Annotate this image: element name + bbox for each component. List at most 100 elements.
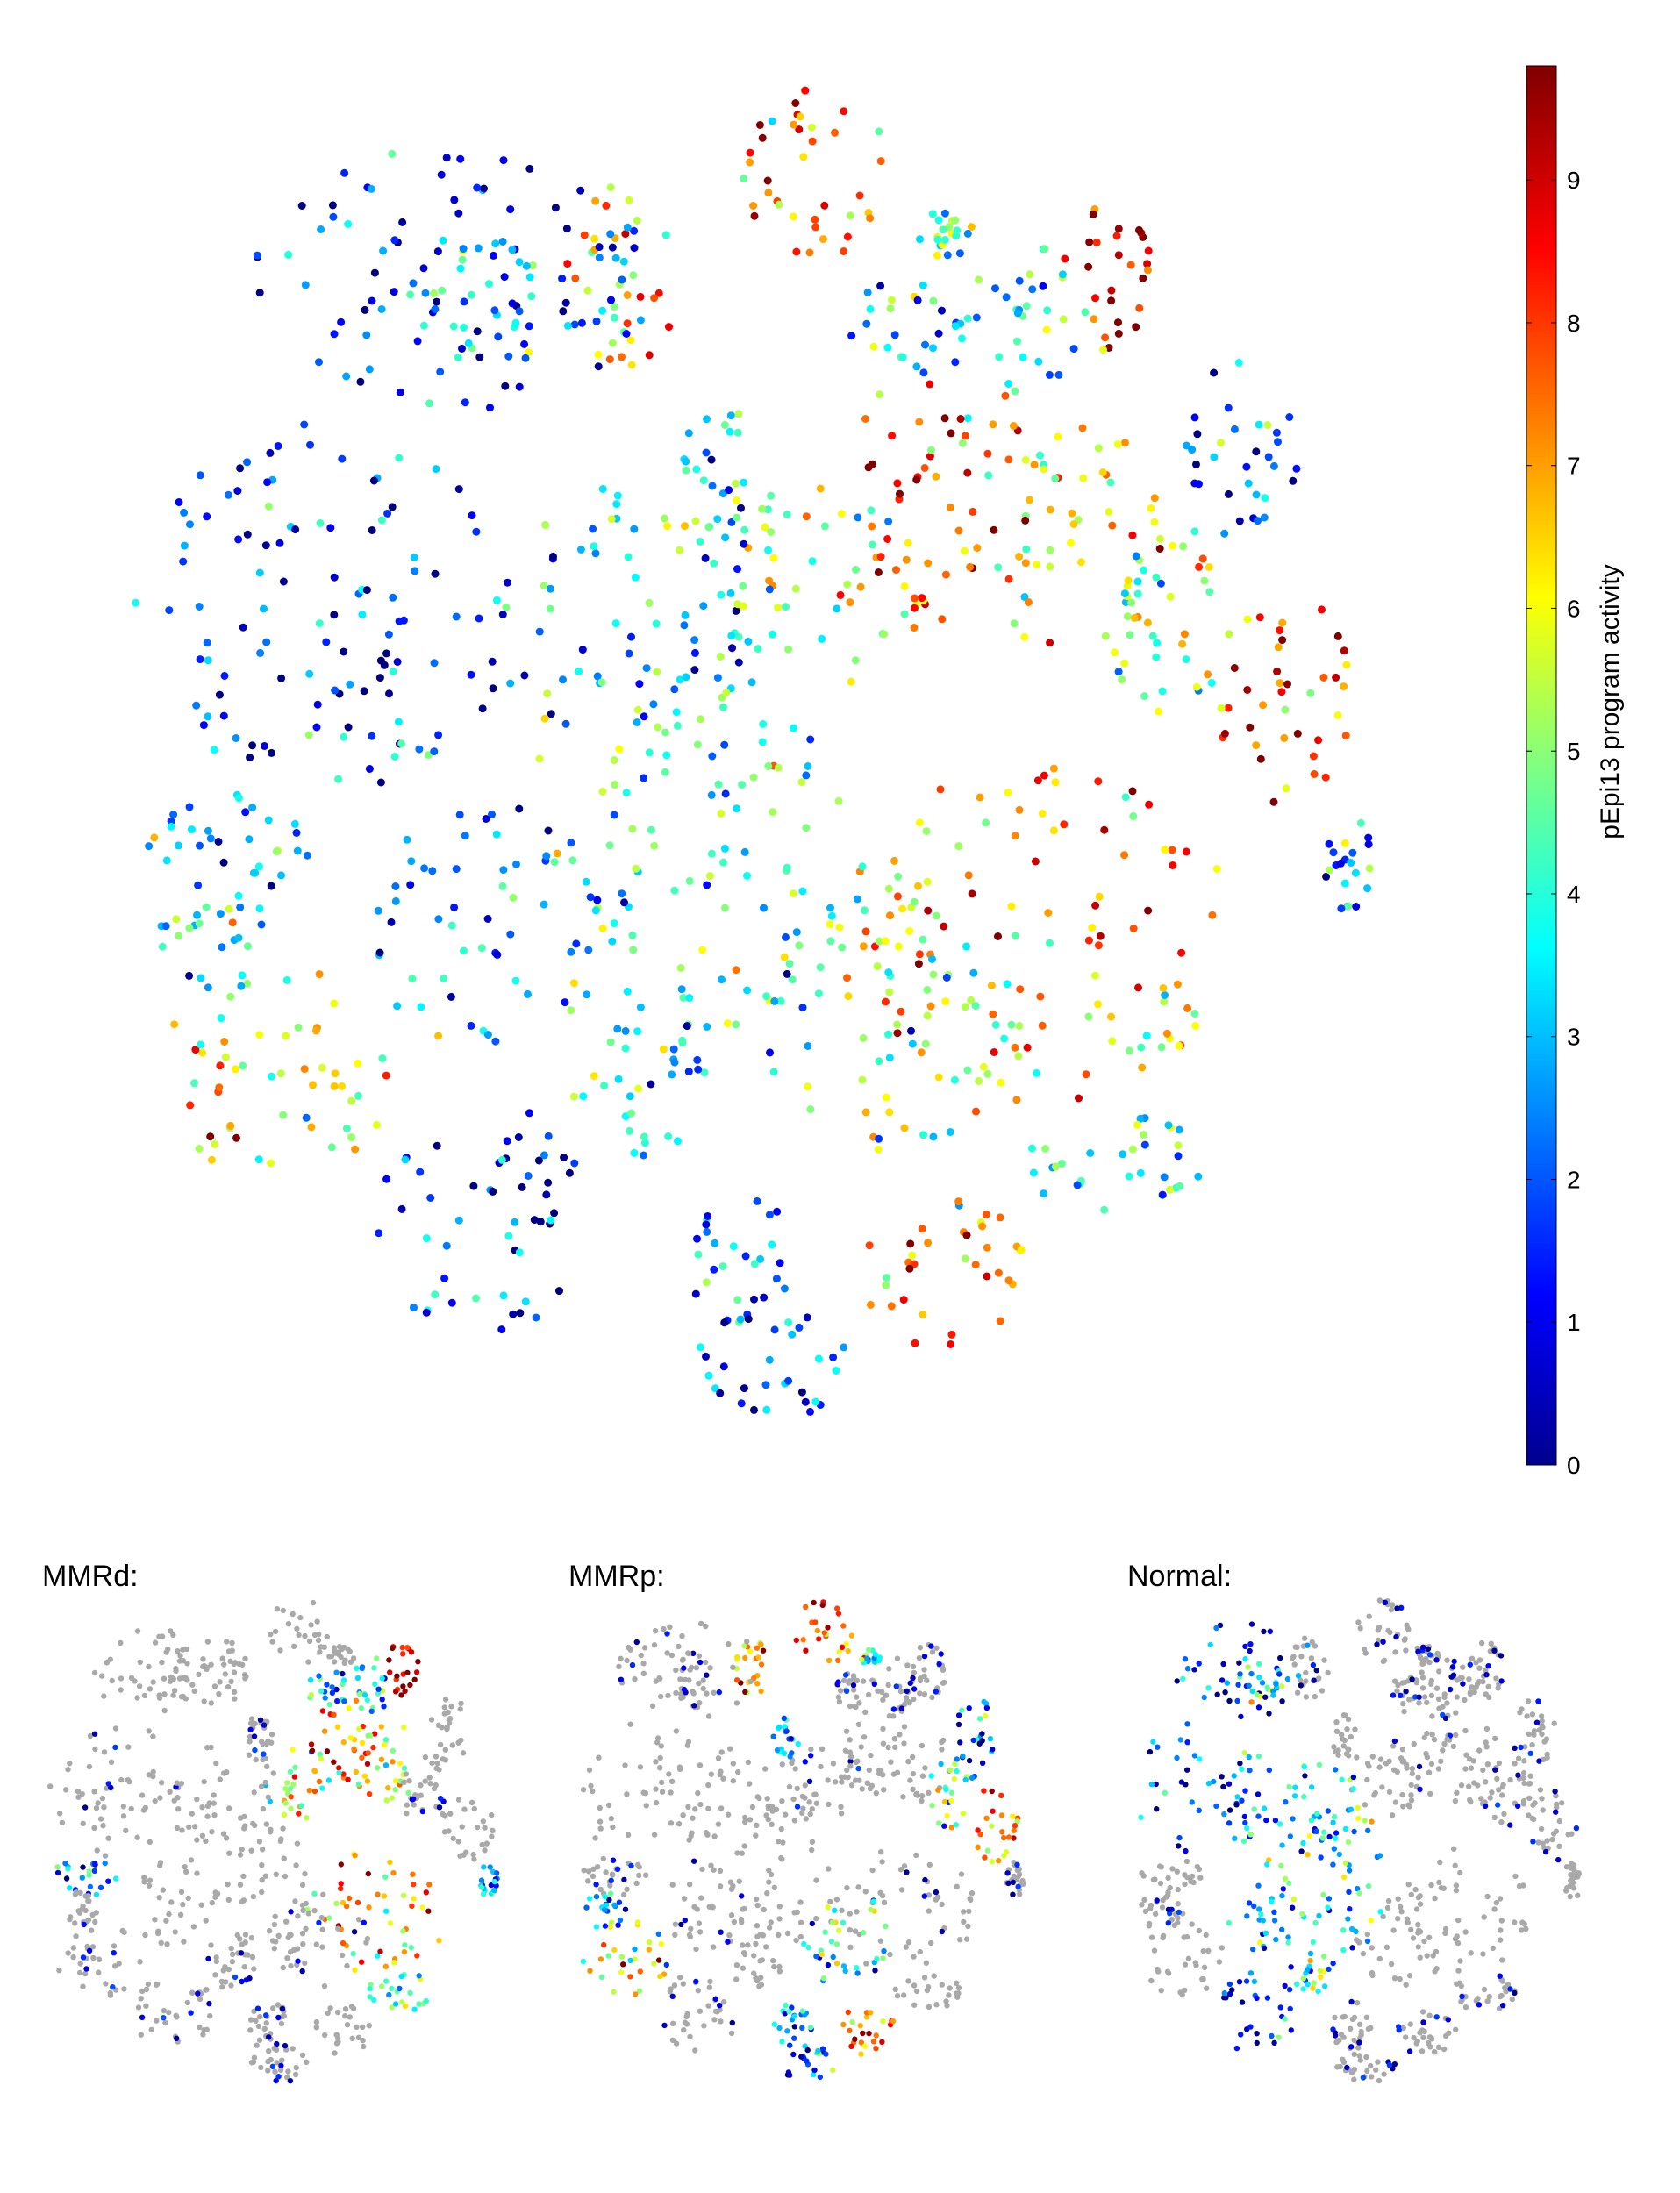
cell-point — [1432, 1968, 1438, 1975]
cell-point — [910, 1675, 916, 1682]
cell-point — [327, 2005, 333, 2011]
cell-point — [491, 1878, 497, 1885]
cell-point — [681, 611, 690, 619]
cell-point — [317, 225, 325, 233]
cell-point — [883, 535, 892, 543]
cell-point — [927, 446, 935, 454]
cell-point — [941, 1823, 947, 1829]
cell-point — [458, 1700, 464, 1707]
cell-point — [877, 1938, 884, 1944]
cell-point — [721, 789, 730, 798]
cell-point — [213, 1958, 219, 1965]
cell-point — [241, 808, 250, 817]
cell-point — [1129, 925, 1138, 932]
cell-point — [394, 1673, 400, 1679]
cell-point — [1390, 1692, 1397, 1698]
cell-point — [112, 1725, 119, 1732]
cell-point — [607, 1924, 613, 1931]
cell-point — [1084, 1012, 1093, 1021]
cell-point — [1498, 1653, 1505, 1659]
cell-point — [325, 2010, 331, 2016]
cell-point — [401, 1948, 408, 1955]
cell-point — [632, 1946, 638, 1953]
cell-point — [733, 1700, 740, 1706]
cell-point — [917, 1690, 923, 1697]
cell-point — [428, 1717, 435, 1723]
cell-point — [1243, 1978, 1250, 1984]
cell-point — [1203, 1932, 1209, 1939]
cell-point — [1419, 1661, 1426, 1668]
cell-point — [694, 1065, 703, 1074]
cell-point — [1073, 1181, 1082, 1189]
cell-point — [72, 1920, 78, 1926]
cell-point — [1041, 1145, 1050, 1153]
cell-point — [1280, 733, 1289, 742]
cell-point — [611, 254, 620, 262]
cell-point — [1455, 1939, 1462, 1947]
cell-point — [894, 942, 903, 951]
cell-point — [301, 281, 310, 289]
cell-point — [1411, 1740, 1417, 1747]
cell-point — [1256, 1939, 1263, 1946]
cell-point — [441, 1829, 448, 1835]
cell-point — [690, 1690, 697, 1697]
cell-point — [783, 1811, 789, 1818]
cell-point — [854, 1970, 861, 1976]
cell-point — [933, 1889, 940, 1896]
cell-point — [667, 1624, 673, 1631]
cell-point — [776, 1724, 783, 1731]
cell-point — [297, 202, 306, 210]
cell-point — [478, 1884, 485, 1890]
cell-point — [929, 296, 938, 305]
cell-point — [248, 804, 257, 812]
cell-point — [1326, 1896, 1333, 1902]
cell-point — [272, 1628, 279, 1635]
cell-point — [458, 255, 467, 264]
cell-point — [1046, 939, 1054, 947]
cell-point — [657, 1765, 663, 1771]
cell-point — [727, 518, 736, 526]
cell-point — [1391, 1975, 1398, 1982]
cell-point — [416, 1973, 422, 1979]
cell-point — [1154, 1897, 1160, 1904]
cell-point — [100, 1823, 106, 1829]
cell-point — [804, 2047, 811, 2054]
colorbar-tick-label: 4 — [1567, 881, 1581, 908]
cell-point — [152, 1639, 159, 1646]
cell-point — [836, 1698, 843, 1705]
cell-point — [739, 582, 747, 590]
cell-point — [355, 1917, 362, 1923]
cell-point — [786, 2072, 793, 2078]
cell-point — [733, 804, 741, 813]
cell-point — [1200, 576, 1209, 585]
cell-point — [636, 316, 645, 325]
cell-point — [833, 1897, 840, 1903]
cell-point — [413, 337, 422, 346]
cell-point — [330, 330, 339, 339]
cell-point — [378, 1054, 387, 1062]
cell-point — [312, 723, 321, 732]
cell-point — [232, 1974, 239, 1981]
cell-point — [1398, 1904, 1404, 1911]
cell-point — [225, 1882, 231, 1888]
cell-point — [1152, 573, 1161, 582]
cell-point — [802, 1759, 808, 1765]
cell-point — [371, 1665, 377, 1671]
cell-point — [610, 1824, 616, 1831]
cell-point — [919, 1773, 926, 1779]
cell-point — [1401, 1637, 1408, 1643]
cell-point — [897, 1007, 905, 1016]
cell-point — [718, 1805, 725, 1811]
cell-point — [1159, 1904, 1166, 1911]
cell-point — [422, 1754, 429, 1761]
cell-point — [1400, 2025, 1407, 2032]
cell-point — [603, 1869, 609, 1875]
cell-point — [627, 361, 636, 369]
cell-point — [681, 1665, 687, 1671]
cell-point — [1518, 1744, 1524, 1751]
cell-point — [917, 1048, 926, 1057]
cell-point — [1437, 1859, 1443, 1866]
cell-point — [344, 2022, 351, 2028]
cell-point — [781, 1715, 787, 1722]
cell-point — [708, 1771, 714, 1777]
